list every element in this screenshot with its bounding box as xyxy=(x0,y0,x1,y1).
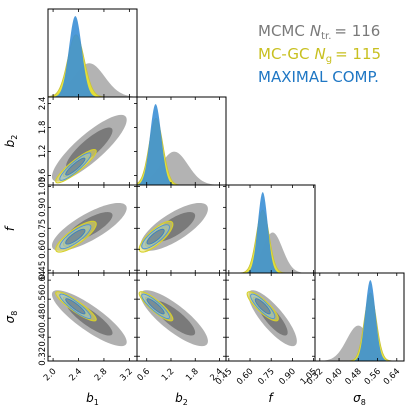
y-tick-label: 0.32 xyxy=(38,347,48,366)
density-maximal-2 xyxy=(226,192,315,273)
y-tick-label: 0.64 xyxy=(38,271,48,290)
x-axis-label-0: b1 xyxy=(86,391,99,407)
x-axis-label-1: b2 xyxy=(175,391,188,407)
y-tick-label: 1.05 xyxy=(38,177,48,196)
x-axis-label-2: f xyxy=(268,391,274,405)
y-tick-label: 0.90 xyxy=(38,198,48,217)
contour-inner-maximal xyxy=(146,298,165,315)
x-axis-label-3: σ8 xyxy=(353,391,366,407)
y-axis-label-2: f xyxy=(3,225,17,231)
x-tick-label: 2.0 xyxy=(42,367,59,384)
corner-panels xyxy=(47,8,405,362)
x-tick-label: 1.2 xyxy=(160,367,177,384)
y-axis-label-1: b2 xyxy=(3,135,19,148)
panel-diag-0 xyxy=(47,8,138,98)
contour-inner-maximal xyxy=(65,298,86,315)
x-tick-label: 0.40 xyxy=(324,367,344,387)
x-tick-label: 0.75 xyxy=(256,367,276,387)
y-tick-label: 0.75 xyxy=(38,219,48,238)
x-tick-label: 0.60 xyxy=(235,367,255,387)
panel-frame-3-2 xyxy=(225,272,316,362)
density-maximal-1 xyxy=(137,104,226,185)
y-axis-label-3: σ8 xyxy=(3,311,19,324)
density-mcmc-3 xyxy=(315,325,404,361)
y-tick-label: 0.56 xyxy=(38,290,48,309)
panel-2-0 xyxy=(47,184,138,274)
x-tick-label: 0.48 xyxy=(343,367,363,387)
legend-entry-mcmc: MCMC Ntr. = 116 xyxy=(258,22,380,42)
y-tick-label: 0.60 xyxy=(38,240,48,259)
contour-inner-maximal xyxy=(254,298,271,315)
y-tick-label: 1.8 xyxy=(38,121,48,135)
panel-1-0 xyxy=(47,96,138,186)
panel-2-1 xyxy=(136,184,227,274)
contour-inner-maximal xyxy=(146,228,165,245)
x-tick-label: 0.90 xyxy=(277,367,297,387)
legend: MCMC Ntr. = 116 MC-GC Ng = 115 MAXIMAL COMP. xyxy=(258,22,381,86)
legend-entry-maximal: MAXIMAL COMP. xyxy=(258,68,379,86)
panel-3-1 xyxy=(136,272,227,362)
x-tick-label: 3.2 xyxy=(118,367,135,384)
density-maximal-0 xyxy=(48,16,137,97)
density-outline-mcgc-0 xyxy=(48,34,137,97)
x-tick-label: 2.4 xyxy=(67,367,84,384)
x-tick-label: 0.56 xyxy=(363,367,383,387)
panel-diag-2 xyxy=(225,184,316,274)
contour-inner-maximal xyxy=(65,157,86,176)
panel-diag-3 xyxy=(314,272,405,362)
y-tick-label: 1.2 xyxy=(38,145,48,159)
x-tick-label: 1.8 xyxy=(184,367,201,384)
panel-diag-1 xyxy=(136,96,227,186)
y-tick-label: 0.45 xyxy=(38,261,48,280)
contour-inner-maximal xyxy=(65,228,86,245)
x-tick-label: 0.6 xyxy=(136,367,153,384)
legend-entry-mcgc: MC-GC Ng = 115 xyxy=(258,45,381,65)
panel-3-0 xyxy=(47,272,138,362)
panel-3-2 xyxy=(225,272,316,362)
y-tick-label: 0.40 xyxy=(38,328,48,347)
x-tick-label: 0.64 xyxy=(382,367,402,387)
x-tick-label: 2.8 xyxy=(93,367,110,384)
y-tick-label: 0.6 xyxy=(38,169,48,183)
y-tick-label: 2.4 xyxy=(38,97,48,111)
y-tick-label: 0.48 xyxy=(38,309,48,328)
